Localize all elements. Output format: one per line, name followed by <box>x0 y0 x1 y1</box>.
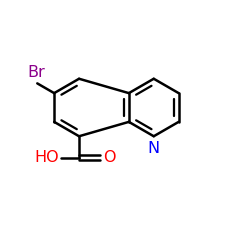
Text: HO: HO <box>34 150 59 165</box>
Text: O: O <box>103 150 116 165</box>
Text: N: N <box>148 141 160 156</box>
Text: Br: Br <box>27 65 45 80</box>
